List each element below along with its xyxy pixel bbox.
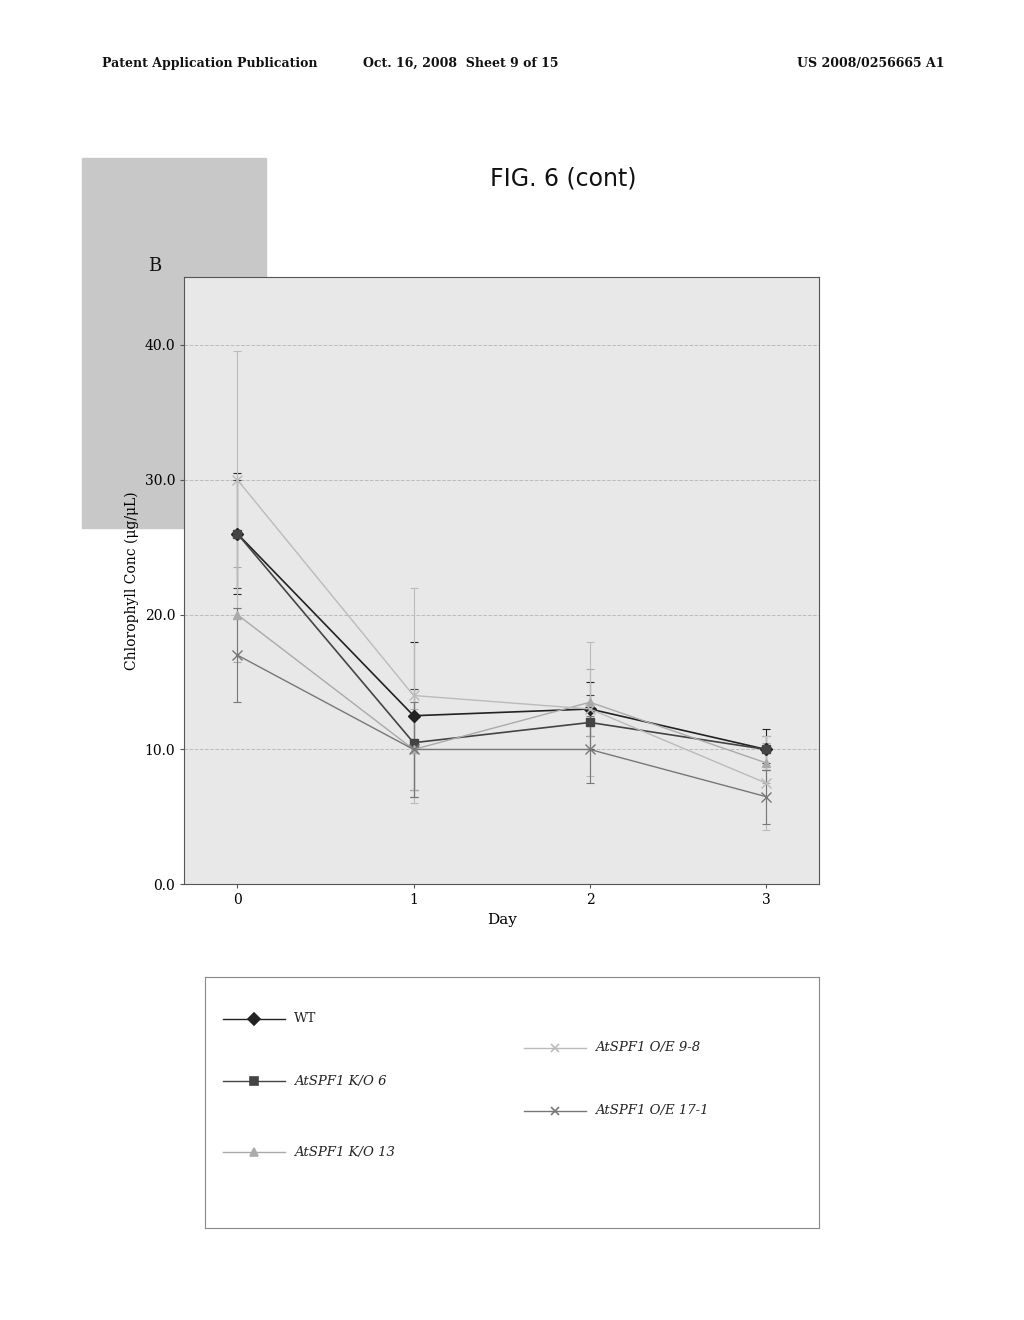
Text: Oct. 16, 2008  Sheet 9 of 15: Oct. 16, 2008 Sheet 9 of 15 <box>364 57 558 70</box>
Text: AtSPF1 K/O 6: AtSPF1 K/O 6 <box>294 1074 386 1088</box>
Text: B: B <box>148 257 162 276</box>
Text: AtSPF1 O/E 17-1: AtSPF1 O/E 17-1 <box>595 1104 709 1117</box>
Text: WT: WT <box>294 1012 316 1026</box>
Text: AtSPF1 O/E 9-8: AtSPF1 O/E 9-8 <box>595 1041 700 1055</box>
Text: FIG. 6 (cont): FIG. 6 (cont) <box>489 166 637 190</box>
Y-axis label: Chlorophyll Conc (μg/μL): Chlorophyll Conc (μg/μL) <box>125 491 139 671</box>
Text: Patent Application Publication: Patent Application Publication <box>102 57 317 70</box>
Text: US 2008/0256665 A1: US 2008/0256665 A1 <box>797 57 944 70</box>
Text: AtSPF1 K/O 13: AtSPF1 K/O 13 <box>294 1146 395 1159</box>
X-axis label: Day: Day <box>486 913 517 927</box>
